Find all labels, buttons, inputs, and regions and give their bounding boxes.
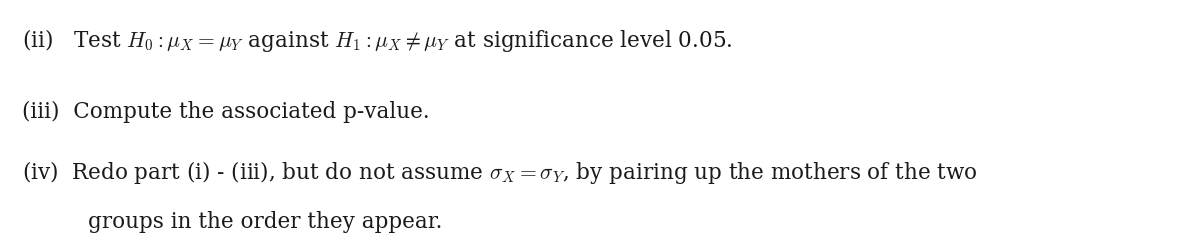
Text: groups in the order they appear.: groups in the order they appear.: [88, 211, 442, 233]
Text: (iii)  Compute the associated p-value.: (iii) Compute the associated p-value.: [22, 100, 430, 122]
Text: (iv)  Redo part (i) - (iii), but do not assume $\sigma_X = \sigma_Y$, by pairing: (iv) Redo part (i) - (iii), but do not a…: [22, 159, 977, 186]
Text: (ii)   Test $H_0 : \mu_X = \mu_Y$ against $H_1 : \mu_X \neq \mu_Y$ at significan: (ii) Test $H_0 : \mu_X = \mu_Y$ against …: [22, 27, 732, 54]
